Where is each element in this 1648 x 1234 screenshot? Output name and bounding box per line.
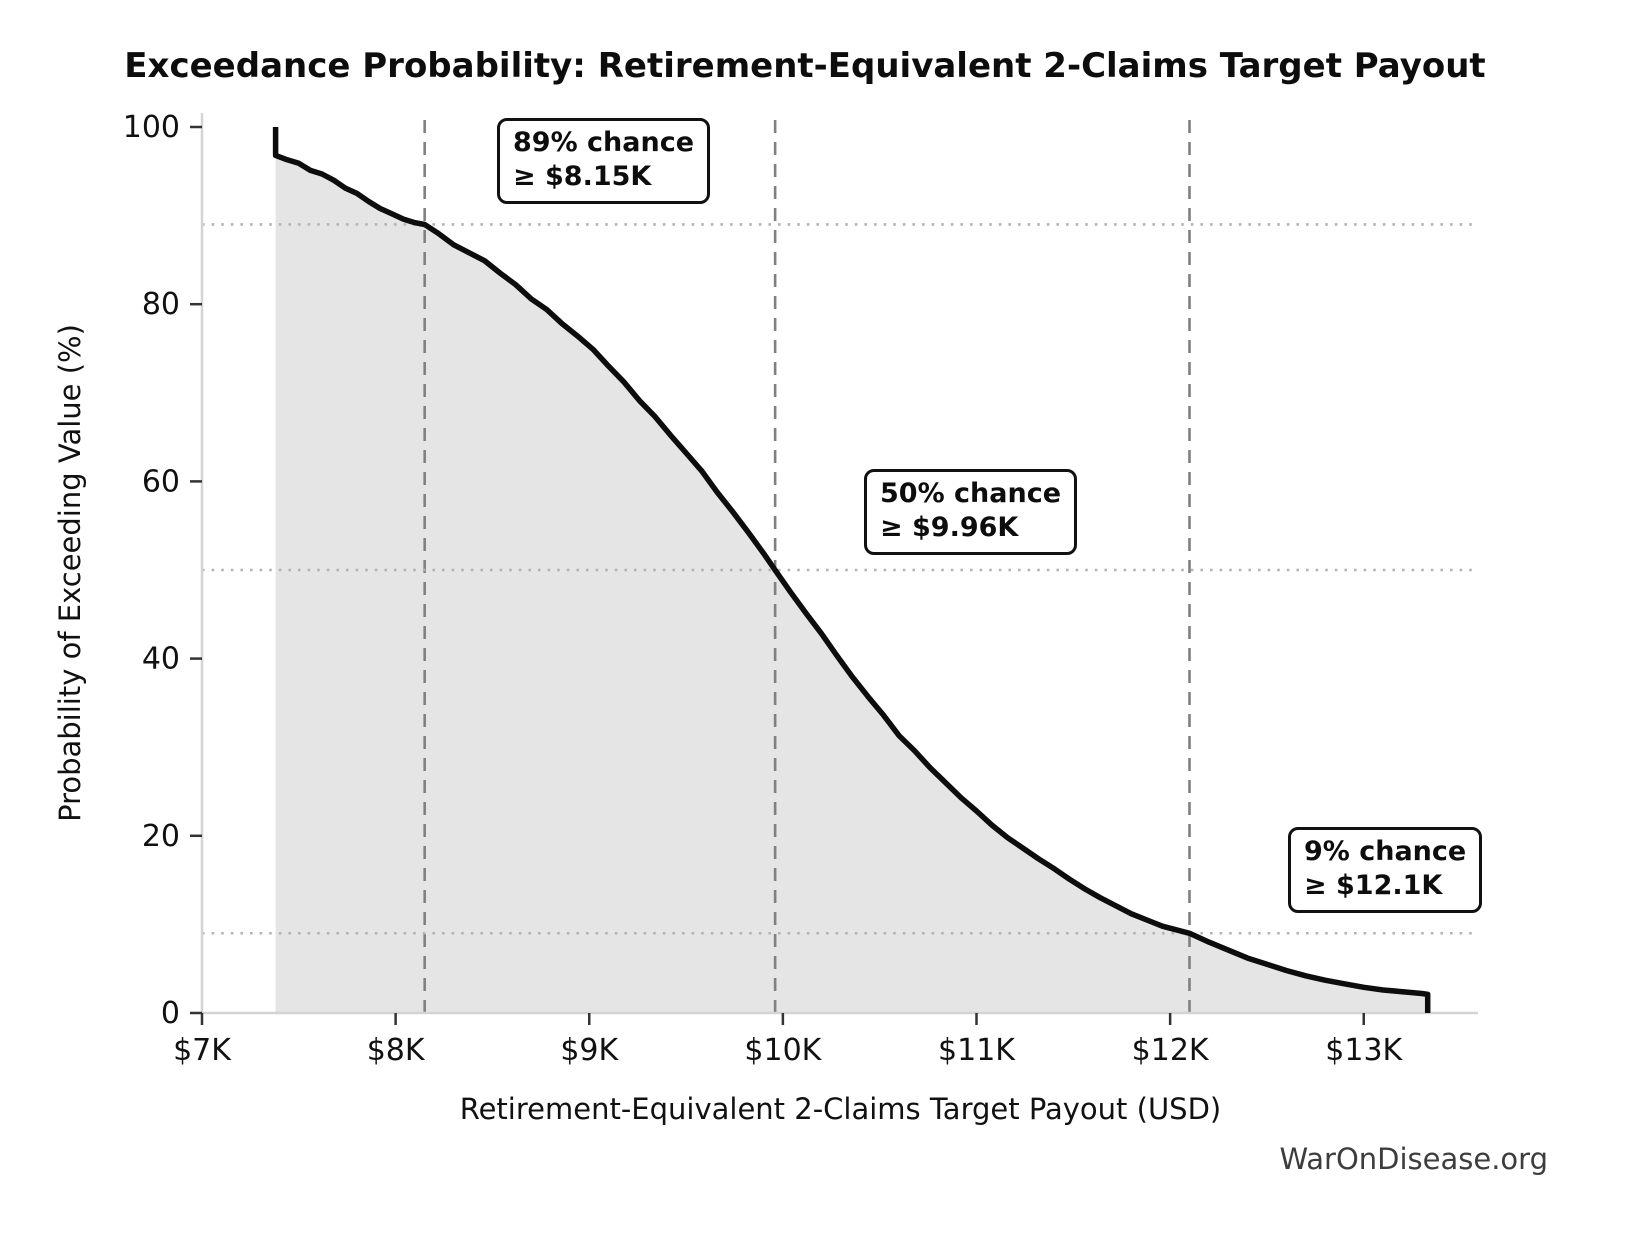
exceedance-curve — [272, 127, 1431, 1013]
y-tick-label-80: 80 — [142, 287, 180, 322]
annotation-89pct-line1: 89% chance — [513, 127, 695, 158]
annotation-9pct-line1: 9% chance — [1304, 836, 1467, 867]
annotation-50pct-line1: 50% chance — [880, 478, 1062, 509]
y-tick-label-60: 60 — [142, 464, 180, 499]
annotation-9pct-line2: ≥ $12.1K — [1304, 870, 1443, 901]
annotation-89pct: 89% chance ≥ $8.15K — [497, 118, 711, 204]
annotation-50pct-line2: ≥ $9.96K — [880, 512, 1019, 543]
y-axis-label: Probability of Exceeding Value (%) — [53, 324, 87, 822]
x-tick-label-$10K: $10K — [744, 1033, 822, 1068]
x-tick-label-$9K: $9K — [560, 1033, 619, 1068]
x-tick-label-$12K: $12K — [1132, 1033, 1210, 1068]
annotation-89pct-line2: ≥ $8.15K — [513, 161, 652, 192]
annotation-50pct: 50% chance ≥ $9.96K — [864, 469, 1078, 555]
x-tick-label-$8K: $8K — [367, 1033, 426, 1068]
y-tick-label-0: 0 — [161, 996, 180, 1031]
area-fill — [275, 127, 1428, 1013]
chart-title: Exceedance Probability: Retirement-Equiv… — [124, 46, 1486, 86]
watermark-text: WarOnDisease.org — [1279, 1142, 1548, 1176]
x-tick-label-$7K: $7K — [173, 1033, 232, 1068]
y-tick-label-100: 100 — [123, 110, 180, 145]
annotation-9pct: 9% chance ≥ $12.1K — [1288, 827, 1483, 913]
y-tick-label-40: 40 — [142, 642, 180, 677]
x-tick-label-$11K: $11K — [938, 1033, 1016, 1068]
x-axis-label: Retirement-Equivalent 2-Claims Target Pa… — [459, 1092, 1222, 1126]
x-tick-label-$13K: $13K — [1325, 1033, 1403, 1068]
y-tick-label-20: 20 — [142, 819, 180, 854]
